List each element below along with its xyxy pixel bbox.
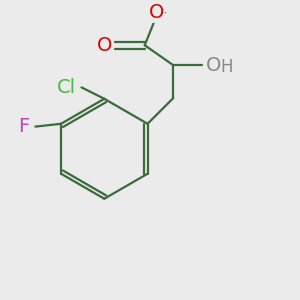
Text: O: O bbox=[206, 56, 221, 75]
Text: F: F bbox=[18, 117, 30, 136]
Text: H: H bbox=[220, 58, 233, 76]
Text: O: O bbox=[97, 36, 112, 55]
Text: O: O bbox=[148, 3, 164, 22]
Text: Cl: Cl bbox=[57, 78, 76, 97]
